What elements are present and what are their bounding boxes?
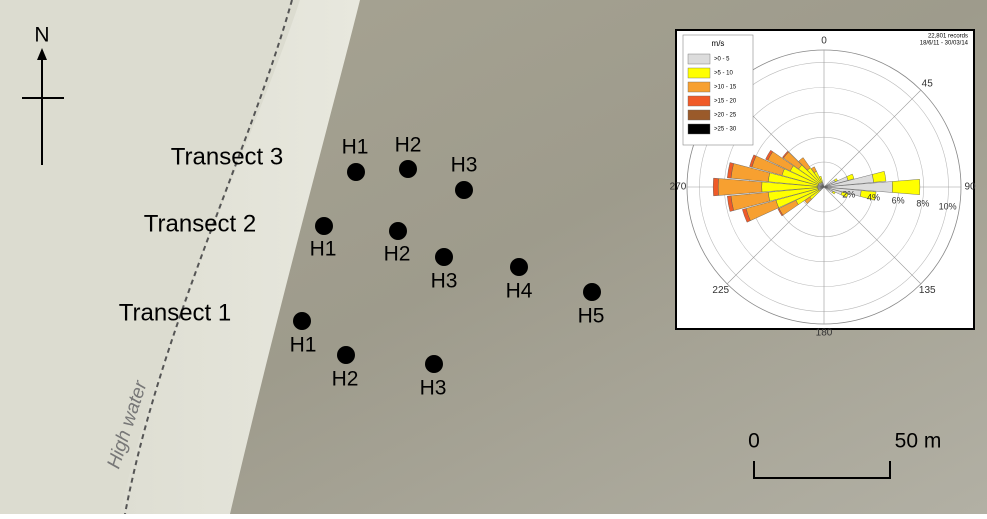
radial-label: 6% [892,195,905,205]
legend-label: >10 - 15 [714,85,737,91]
legend-title: m/s [712,39,725,48]
radial-label: 10% [939,202,957,212]
direction-label: 0 [821,36,827,47]
direction-label: 90 [964,182,976,193]
legend-swatch [688,110,710,120]
legend-swatch [688,54,710,64]
radial-label: 4% [867,192,880,202]
map: High water N Transect 3 Transect 2 Trans… [0,0,987,514]
point-label: H1 [342,136,369,159]
sample-point [389,222,407,240]
point-label: H3 [431,270,458,293]
direction-label: 225 [712,285,729,296]
point-label: H3 [451,154,478,177]
radial-label: 8% [916,199,929,209]
legend-label: >15 - 20 [714,99,737,105]
legend-label: >25 - 30 [714,127,737,133]
legend-swatch [688,124,710,134]
point-label: H4 [506,280,533,303]
direction-label: 270 [670,182,687,193]
scale-start: 0 [748,430,760,453]
legend-label: >5 - 10 [714,71,734,77]
legend-swatch [688,96,710,106]
sample-point [435,248,453,266]
scale-end: 50 m [895,430,942,453]
transect-label: Transect 3 [171,143,284,170]
sample-point [337,346,355,364]
wind-rose: 22,801 records 18/6/11 - 30/03/14 0 45 90 1… [670,30,976,339]
point-label: H2 [384,243,411,266]
sample-point [399,160,417,178]
point-label: H3 [420,377,447,400]
direction-label: 180 [816,328,833,339]
legend-swatch [688,82,710,92]
direction-label: 45 [922,78,934,89]
petal-segment [713,178,718,196]
petal-segment [892,179,920,194]
transect-label: Transect 1 [119,299,232,326]
point-label: H1 [310,238,337,261]
radial-label: 2% [842,189,855,199]
records: 22,801 records [928,34,968,40]
sample-point [315,217,333,235]
period: 18/6/11 - 30/03/14 [920,41,969,47]
sample-point [583,283,601,301]
legend-label: >20 - 25 [714,113,737,119]
page: High water N Transect 3 Transect 2 Trans… [0,0,987,519]
legend-swatch [688,68,710,78]
sample-point [510,258,528,276]
point-label: H1 [290,334,317,357]
sample-point [347,163,365,181]
point-label: H5 [578,305,605,328]
sample-point [293,312,311,330]
compass-label: N [34,24,49,47]
transect-label: Transect 2 [144,210,257,237]
direction-label: 135 [919,285,936,296]
sample-point [425,355,443,373]
legend: m/s >0 - 5 >5 - 10 >10 - 15 >15 - 20 >20 - 25… [683,35,753,145]
legend-label: >0 - 5 [714,57,730,63]
sample-point [455,181,473,199]
point-label: H2 [332,368,359,391]
point-label: H2 [395,134,422,157]
